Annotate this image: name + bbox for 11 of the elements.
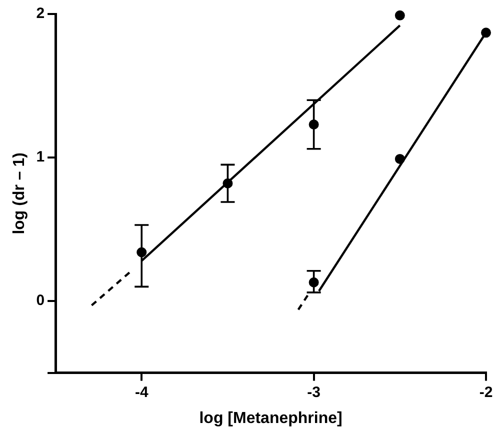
x-axis-title: log [Metanephrine] [199, 410, 342, 427]
x-tick-label: -4 [134, 384, 149, 401]
y-tick-label: 1 [36, 148, 45, 166]
point [394, 154, 405, 164]
y-tick-label: 0 [36, 292, 45, 310]
y-axis-title: log (dr – 1) [11, 152, 28, 234]
y-tick-label: 2 [36, 5, 45, 22]
x-tick-label: -3 [307, 384, 320, 401]
x-tick-label: -2 [479, 384, 493, 401]
point [394, 10, 405, 20]
point [481, 28, 491, 38]
